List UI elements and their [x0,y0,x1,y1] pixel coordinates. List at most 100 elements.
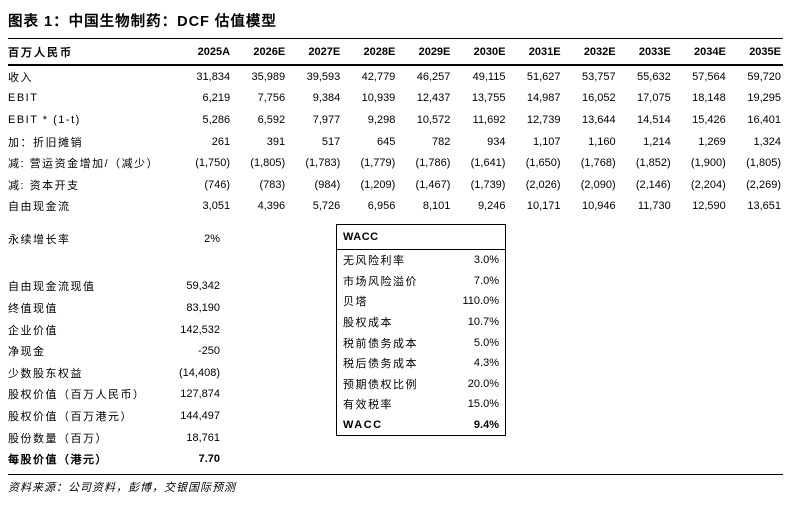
value-cell: 3,051 [202,200,231,213]
value-cell: (984) [314,178,341,191]
forecast-table-head: 百万人民币 2025A 2026E 2027E 2028E 2029E 2030E 2031… [8,38,783,65]
value-cell: 49,115 [472,70,506,83]
value-cell: (1,852) [635,157,671,170]
value-cell: (783) [259,178,286,191]
value-cell: 6,592 [257,113,286,126]
value-cell: (746) [204,178,231,191]
value-cell: 517 [321,135,341,148]
value-cell: (1,768) [580,157,616,170]
value-cell: 391 [266,135,286,148]
value-cell: (2,269) [746,178,781,191]
wacc-row-value: 4.3% [473,357,499,370]
valuation-row-label: 终值现值 [8,302,58,315]
value-cell: 53,757 [581,70,616,83]
wacc-row-value: 10.7% [467,316,499,329]
value-cell: 5,726 [312,200,341,213]
value-cell: 9,384 [312,92,341,105]
year-header-2034E: 2034E [693,45,726,58]
value-cell: 39,593 [306,70,341,83]
forecast-table-body: 收入 31,834 35,989 39,593 42,779 46,257 49,115 51… [8,65,783,217]
wacc-row: 预期债权比例 20.0% [337,374,505,395]
value-cell: 1,160 [588,135,616,148]
footer-rule [8,474,783,475]
value-cell: 14,514 [637,113,671,126]
value-cell: 57,564 [692,70,726,83]
year-header-2033E: 2033E [638,45,671,58]
value-cell: (1,783) [305,157,341,170]
wacc-row: 贝塔 110.0% [337,291,505,312]
valuation-row: 股权价值（百万港元） 144,497 [8,405,220,427]
value-cell: 16,052 [581,92,616,105]
wacc-box: WACC 无风险利率 3.0% 市场风险溢价 7.0% 贝塔 110.0% 股权成本 10.7… [336,224,506,437]
value-cell: 1,324 [753,135,781,148]
value-cell: (1,739) [470,178,506,191]
value-cell: 7,756 [257,92,286,105]
year-header-2025A: 2025A [197,45,231,58]
table-row: 收入 31,834 35,989 39,593 42,779 46,257 49,115 51… [8,65,783,88]
valuation-row-value: -250 [197,345,220,358]
figure-title: 图表 1：中国生物制药：DCF 估值模型 [8,14,277,30]
wacc-box-header: WACC [337,225,505,250]
unit-label: 百万人民币 [8,46,73,59]
wacc-row-value: 3.0% [473,254,499,267]
value-cell: 10,939 [361,92,396,105]
valuation-row-label: 净现金 [8,346,46,359]
wacc-row: 无风险利率 3.0% [337,250,505,271]
row-label: 收入 [8,71,33,84]
dcf-forecast-table: 百万人民币 2025A 2026E 2027E 2028E 2029E 2030E 2031… [8,38,783,217]
year-header-2031E: 2031E [528,45,561,58]
value-cell: 1,107 [533,135,561,148]
value-cell: (1,779) [360,157,396,170]
table-row: 减: 营运资金增加/（减少） (1,750) (1,805) (1,783) (1,77… [8,152,783,174]
value-cell: 934 [487,135,506,148]
value-cell: 31,834 [196,70,231,83]
valuation-row: 少数股东权益 (14,408) [8,362,220,384]
valuation-row-value: 18,761 [186,431,220,444]
value-cell: (2,204) [690,178,726,191]
value-cell: 5,286 [202,113,231,126]
valuation-row-value: 59,342 [186,280,220,293]
value-cell: 59,720 [747,70,781,83]
wacc-row-label: 有效税率 [343,399,393,412]
value-cell: 9,298 [367,113,396,126]
valuation-row-value: (14,408) [179,366,220,379]
valuation-row: 股份数量（百万） 18,761 [8,427,220,449]
value-cell: 8,101 [422,200,451,213]
wacc-row-value: 20.0% [467,377,499,390]
wacc-total-row: WACC 9.4% [337,415,505,436]
value-cell: (1,786) [415,157,451,170]
valuation-row-value: 83,190 [186,301,220,314]
wacc-row-label: 股权成本 [343,317,393,330]
year-header-2027E: 2027E [308,45,341,58]
value-cell: 17,075 [637,92,671,105]
valuation-row-label: 股权价值（百万港元） [8,410,133,423]
growth-rate-value: 2% [204,232,220,245]
year-header-2032E: 2032E [583,45,616,58]
year-header-2035E: 2035E [749,45,781,58]
row-label: 自由现金流 [8,201,71,214]
value-cell: 11,692 [472,113,506,126]
value-cell: 42,779 [361,70,396,83]
wacc-row: 市场风险溢价 7.0% [337,271,505,292]
row-label: EBIT * (1-t) [8,113,81,126]
value-cell: 11,730 [637,200,671,213]
valuation-row-label: 股份数量（百万） [8,432,108,445]
valuation-row: 终值现值 83,190 [8,297,220,319]
wacc-total-label: WACC [343,419,383,432]
value-cell: (1,467) [415,178,451,191]
value-cell: 12,437 [416,92,451,105]
growth-rate-row: 永续增长率 2% [8,228,220,250]
value-cell: 10,171 [526,200,561,213]
value-cell: (2,090) [580,178,616,191]
year-header-2026E: 2026E [253,45,286,58]
value-cell: (1,900) [690,157,726,170]
forecast-table-header-row: 百万人民币 2025A 2026E 2027E 2028E 2029E 2030E 2031… [8,38,783,65]
valuation-row-label: 自由现金流现值 [8,281,96,294]
table-row: 减: 资本开支 (746) (783) (984) (1,209) (1,467) (1,7… [8,174,783,196]
per-share-value-row: 每股价值（港元） 7.70 [8,448,220,470]
year-header-2029E: 2029E [418,45,451,58]
growth-rate-label: 永续增长率 [8,233,71,246]
value-cell: (1,650) [525,157,561,170]
value-cell: 1,269 [698,135,726,148]
